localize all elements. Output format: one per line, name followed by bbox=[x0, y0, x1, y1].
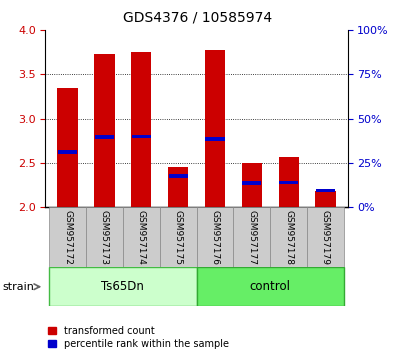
Bar bbox=[205, 137, 224, 141]
Bar bbox=[242, 163, 262, 207]
Bar bbox=[160, 207, 197, 267]
Bar bbox=[132, 135, 151, 138]
Bar bbox=[169, 175, 188, 178]
Text: strain: strain bbox=[2, 282, 34, 292]
Bar bbox=[57, 88, 78, 207]
Text: GSM957175: GSM957175 bbox=[173, 210, 182, 265]
Bar bbox=[197, 267, 344, 306]
Bar bbox=[49, 207, 86, 267]
Text: GSM957179: GSM957179 bbox=[321, 210, 330, 265]
Text: GSM957174: GSM957174 bbox=[137, 210, 146, 265]
Bar bbox=[49, 267, 197, 306]
Bar bbox=[242, 181, 261, 185]
Bar bbox=[94, 54, 115, 207]
Bar bbox=[205, 50, 225, 207]
Text: Ts65Dn: Ts65Dn bbox=[102, 280, 144, 293]
Bar bbox=[131, 52, 151, 207]
Bar bbox=[86, 207, 123, 267]
Bar bbox=[307, 207, 344, 267]
Bar bbox=[58, 150, 77, 154]
Text: GSM957178: GSM957178 bbox=[284, 210, 293, 265]
Bar bbox=[278, 156, 299, 207]
Bar bbox=[233, 207, 270, 267]
Bar bbox=[95, 135, 114, 139]
Legend: transformed count, percentile rank within the sample: transformed count, percentile rank withi… bbox=[48, 326, 229, 349]
Bar bbox=[168, 167, 188, 207]
Text: GSM957176: GSM957176 bbox=[211, 210, 220, 265]
Bar bbox=[279, 181, 298, 184]
Text: GDS4376 / 10585974: GDS4376 / 10585974 bbox=[123, 11, 272, 25]
Text: GSM957177: GSM957177 bbox=[247, 210, 256, 265]
Bar bbox=[316, 189, 335, 192]
Text: GSM957172: GSM957172 bbox=[63, 210, 72, 265]
Bar bbox=[270, 207, 307, 267]
Bar bbox=[315, 191, 336, 207]
Bar bbox=[197, 207, 233, 267]
Text: GSM957173: GSM957173 bbox=[100, 210, 109, 265]
Text: control: control bbox=[250, 280, 291, 293]
Bar bbox=[123, 207, 160, 267]
